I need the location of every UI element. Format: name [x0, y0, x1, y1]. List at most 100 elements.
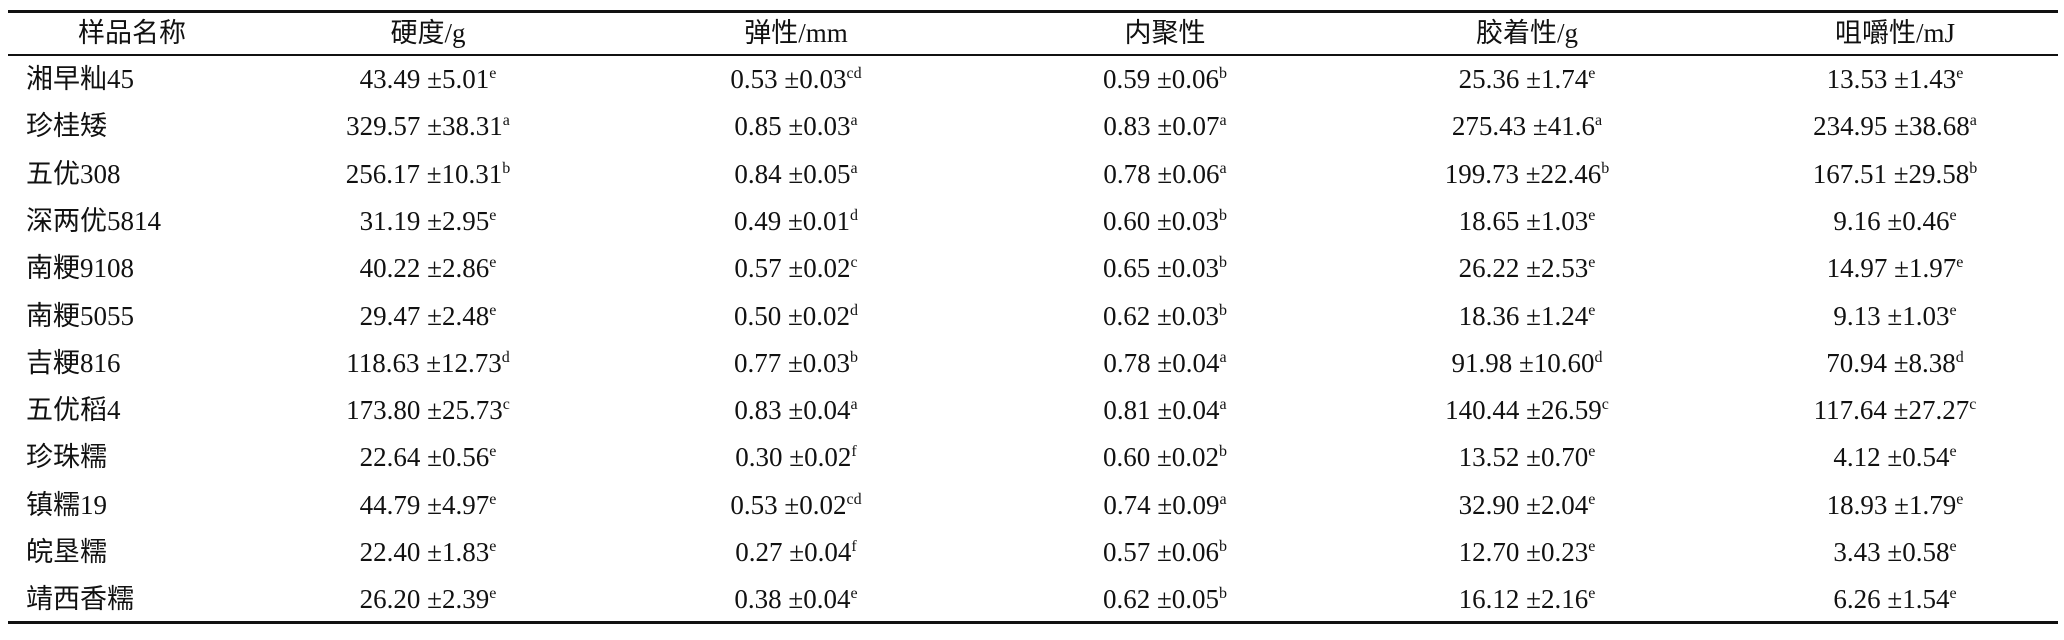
value-cell: 0.84 ±0.05a [734, 158, 858, 189]
significance-letter: e [489, 585, 497, 603]
value-text: 173.80 ±25.73 [346, 395, 503, 426]
sample-name: 深两优5814 [26, 205, 161, 236]
significance-letter: a [850, 159, 858, 177]
sample-name: 五优308 [26, 158, 121, 189]
significance-letter: e [489, 538, 497, 555]
header-cell: 胶着性/g [1475, 18, 1579, 48]
value-text: 6.26 ±1.54 [1833, 584, 1950, 615]
value-cell: 0.53 ±0.03cd [730, 66, 861, 93]
value-cell: 16.12 ±2.16e [1459, 586, 1596, 613]
value-cell: 0.62 ±0.05b [1103, 586, 1227, 613]
value-cell: 329.57 ±38.31a [346, 113, 510, 140]
value-text: 0.65 ±0.03 [1102, 253, 1220, 284]
value-text: 117.64 ±27.27 [1813, 395, 1970, 426]
value-text: 199.73 ±22.46 [1444, 158, 1602, 189]
value-cell: 22.64 ±0.56e [360, 444, 497, 471]
significance-letter: a [1219, 348, 1227, 366]
significance-letter: e [1588, 490, 1596, 508]
value-text: 0.74 ±0.09 [1103, 489, 1220, 520]
sample-name: 珍桂矮 [26, 111, 107, 142]
value-text: 18.36 ±1.24 [1458, 300, 1589, 331]
value-cell: 40.22 ±2.86e [360, 255, 497, 282]
significance-letter: e [1588, 443, 1596, 461]
value-text: 0.57 ±0.02 [734, 253, 851, 284]
sample-name: 南粳5055 [26, 300, 134, 331]
value-text: 0.60 ±0.03 [1102, 205, 1220, 236]
value-text: 0.59 ±0.06 [1102, 64, 1220, 94]
value-text: 0.78 ±0.04 [1103, 347, 1220, 378]
value-cell: 118.63 ±12.73d [346, 348, 510, 377]
value-cell: 18.65 ±1.03e [1459, 207, 1596, 235]
significance-letter: e [1949, 206, 1957, 224]
value-cell: 4.12 ±0.54e [1833, 444, 1956, 471]
header-rule [8, 54, 2058, 56]
value-text: 0.77 ±0.03 [733, 347, 851, 378]
value-cell: 0.81 ±0.04a [1103, 397, 1226, 424]
value-cell: 29.47 ±2.48e [360, 301, 497, 330]
value-cell: 0.77 ±0.03b [733, 347, 858, 378]
value-text: 0.78 ±0.06 [1103, 158, 1220, 189]
significance-letter: a [850, 396, 858, 414]
value-cell: 13.53 ±1.43e [1827, 66, 1964, 93]
sample-name: 靖西香糯 [26, 584, 134, 615]
significance-letter: e [1956, 490, 1964, 508]
value-cell: 0.50 ±0.02d [734, 302, 858, 330]
value-text: 0.83 ±0.07 [1103, 111, 1220, 142]
significance-letter: b [1601, 159, 1610, 177]
value-text: 0.60 ±0.02 [1102, 442, 1220, 473]
value-cell: 0.65 ±0.03b [1103, 255, 1227, 282]
significance-letter: e [1949, 538, 1957, 555]
sample-name: 南粳9108 [26, 253, 134, 284]
value-text: 22.40 ±1.83 [359, 537, 490, 567]
value-cell: 44.79 ±4.97e [359, 489, 497, 520]
value-cell: 0.53 ±0.02cd [730, 489, 861, 520]
value-cell: 140.44 ±26.59c [1445, 397, 1609, 424]
significance-letter: a [1219, 490, 1227, 508]
value-text: 0.53 ±0.02 [730, 489, 847, 520]
value-text: 0.53 ±0.03 [730, 64, 847, 94]
sample-name: 五优稻4 [26, 395, 121, 426]
value-cell: 70.94 ±8.38d [1826, 349, 1964, 377]
significance-letter: a [502, 112, 510, 130]
significance-letter: b [1219, 206, 1228, 224]
value-cell: 3.43 ±0.58e [1833, 539, 1956, 566]
value-text: 40.22 ±2.86 [359, 253, 490, 284]
significance-letter: a [1219, 159, 1227, 177]
value-text: 0.85 ±0.03 [734, 111, 851, 142]
significance-letter: b [1219, 443, 1228, 461]
value-cell: 26.20 ±2.39e [360, 586, 497, 613]
significance-letter: e [489, 301, 497, 319]
value-text: 16.12 ±2.16 [1458, 584, 1589, 615]
value-cell: 0.59 ±0.06b [1103, 66, 1227, 93]
value-text: 32.90 ±2.04 [1458, 489, 1589, 520]
value-cell: 22.40 ±1.83e [360, 539, 497, 566]
value-cell: 0.60 ±0.03b [1102, 205, 1228, 236]
value-text: 31.19 ±2.95 [359, 205, 490, 236]
significance-letter: c [502, 396, 510, 414]
value-text: 0.84 ±0.05 [734, 158, 851, 189]
value-cell: 9.13 ±1.03e [1833, 300, 1956, 331]
significance-letter: f [851, 538, 857, 555]
value-cell: 31.19 ±2.95e [359, 205, 497, 236]
value-cell: 0.78 ±0.06a [1103, 158, 1227, 189]
value-text: 0.38 ±0.04 [734, 584, 851, 615]
value-text: 9.16 ±0.46 [1833, 205, 1950, 236]
value-text: 44.79 ±4.97 [359, 489, 490, 520]
value-cell: 6.26 ±1.54e [1833, 586, 1956, 613]
value-cell: 0.57 ±0.02c [734, 255, 857, 282]
value-text: 9.13 ±1.03 [1833, 300, 1950, 331]
value-cell: 14.97 ±1.97e [1827, 255, 1964, 282]
header-cell: 样品名称 [78, 18, 186, 48]
significance-letter: cd [846, 65, 862, 82]
value-text: 329.57 ±38.31 [346, 111, 503, 142]
significance-letter: d [850, 206, 859, 224]
value-text: 167.51 ±29.58 [1812, 158, 1970, 189]
header-cell: 咀嚼性/mJ [1834, 18, 1956, 48]
value-cell: 117.64 ±27.27c [1814, 397, 1977, 424]
value-cell: 9.16 ±0.46e [1833, 205, 1957, 236]
significance-letter: d [501, 348, 510, 366]
significance-letter: e [1588, 538, 1596, 555]
value-text: 22.64 ±0.56 [359, 442, 490, 473]
significance-letter: d [1594, 348, 1603, 366]
